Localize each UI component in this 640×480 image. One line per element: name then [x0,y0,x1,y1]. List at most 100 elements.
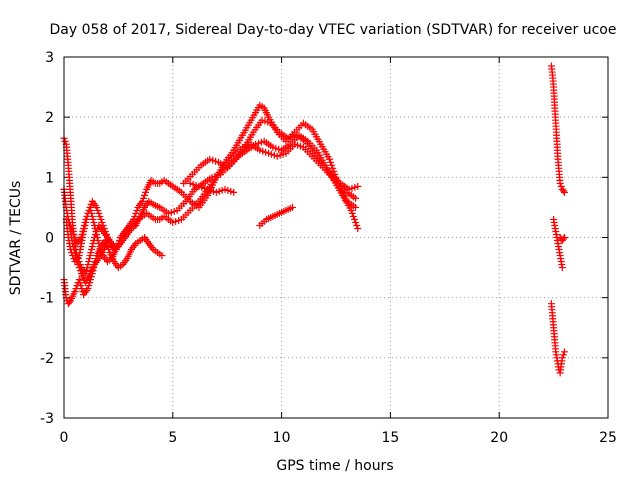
data-point [87,249,95,257]
data-point [288,203,296,211]
y-tick-label: -1 [40,291,54,307]
data-point [348,209,356,217]
series-track-7 [186,179,238,196]
data-point [74,261,82,269]
series-track-5 [64,215,112,287]
data-point [114,240,122,248]
data-point [132,209,140,217]
data-point [88,209,96,217]
data-points [60,62,568,377]
data-point [85,282,93,290]
data-point [112,246,120,254]
data-point [71,288,79,296]
y-tick-label: 3 [45,50,54,66]
data-point [230,188,238,196]
data-point [80,224,88,232]
data-point [73,258,81,266]
data-point [91,224,99,232]
data-point [92,227,100,235]
data-point [349,212,357,220]
data-point [350,215,358,223]
data-point [90,218,98,226]
data-point [94,237,102,245]
data-point [347,206,355,214]
data-point [560,234,568,241]
axis-ticks: 0 5 10 15 20 25 -3 -2 -1 0 1 2 3 [40,50,617,446]
series-track-9 [547,62,568,196]
data-point [77,234,85,241]
data-point [83,264,91,272]
y-axis-label: SDTVAR / TECUs [8,181,24,296]
data-point [560,348,568,356]
data-point [113,243,121,251]
data-point [69,240,77,248]
data-point [77,282,85,290]
y-tick-label: -3 [40,411,54,427]
data-point [61,137,69,145]
y-tick-label: 1 [45,170,54,186]
plot-frame [63,56,609,419]
data-point [99,221,107,229]
data-point [87,206,95,214]
y-tick-label: 2 [45,110,54,126]
data-point [75,276,83,284]
data-point [89,215,97,223]
data-point [85,258,93,266]
data-point [78,285,86,293]
data-point [79,227,87,235]
data-point [142,188,150,196]
data-point [97,215,105,223]
data-point [557,182,565,190]
data-point [84,285,92,293]
data-point [93,230,101,238]
data-point [72,285,80,293]
data-point [102,230,110,238]
data-point [354,224,362,232]
x-tick-label: 25 [599,430,617,446]
data-point [70,246,78,254]
y-tick-label: -2 [40,351,54,367]
data-point [69,243,77,251]
data-point [353,221,361,229]
data-point [328,161,336,169]
data-point [93,203,101,211]
data-point [138,197,146,205]
data-point [71,249,79,257]
data-point [94,206,102,214]
series-track-6 [180,116,362,193]
data-point [88,246,96,254]
x-tick-label: 0 [60,430,69,446]
data-point [101,227,109,235]
data-point [556,179,564,187]
data-point [352,218,360,226]
data-point [78,230,86,238]
x-tick-label: 20 [490,430,508,446]
data-point [329,164,337,172]
data-point [88,212,96,220]
x-axis-label: GPS time / hours [276,458,393,474]
data-point [133,206,141,214]
data-point [325,155,333,163]
series-track-4 [60,234,166,308]
data-point [93,234,101,241]
data-point [76,267,84,275]
data-point [72,255,80,263]
data-point [96,212,104,220]
data-point [84,261,92,269]
data-point [141,191,149,199]
data-point [558,354,566,362]
data-point [72,252,80,260]
data-point [139,194,147,202]
series-track-10 [550,215,566,272]
x-tick-label: 5 [168,430,177,446]
data-point [82,215,90,223]
series-track-8 [256,203,296,229]
data-point [327,158,335,166]
data-point [88,243,96,251]
series-track-12 [547,300,568,377]
data-point [86,252,94,260]
data-point [559,351,567,359]
x-tick-label: 15 [381,430,399,446]
